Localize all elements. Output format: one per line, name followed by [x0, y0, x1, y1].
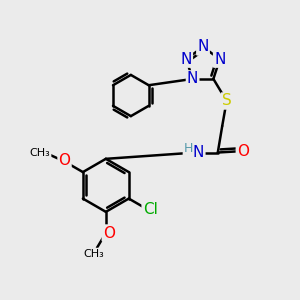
Text: O: O	[58, 152, 70, 167]
Text: Cl: Cl	[142, 202, 158, 217]
Text: H: H	[184, 142, 193, 154]
Text: CH₃: CH₃	[30, 148, 50, 158]
Text: N: N	[187, 71, 198, 86]
Text: N: N	[193, 145, 204, 160]
Text: O: O	[103, 226, 115, 241]
Text: N: N	[214, 52, 226, 67]
Text: N: N	[181, 52, 192, 67]
Text: N: N	[197, 39, 209, 54]
Text: O: O	[237, 143, 249, 158]
Text: CH₃: CH₃	[84, 249, 104, 259]
Text: S: S	[222, 94, 232, 109]
